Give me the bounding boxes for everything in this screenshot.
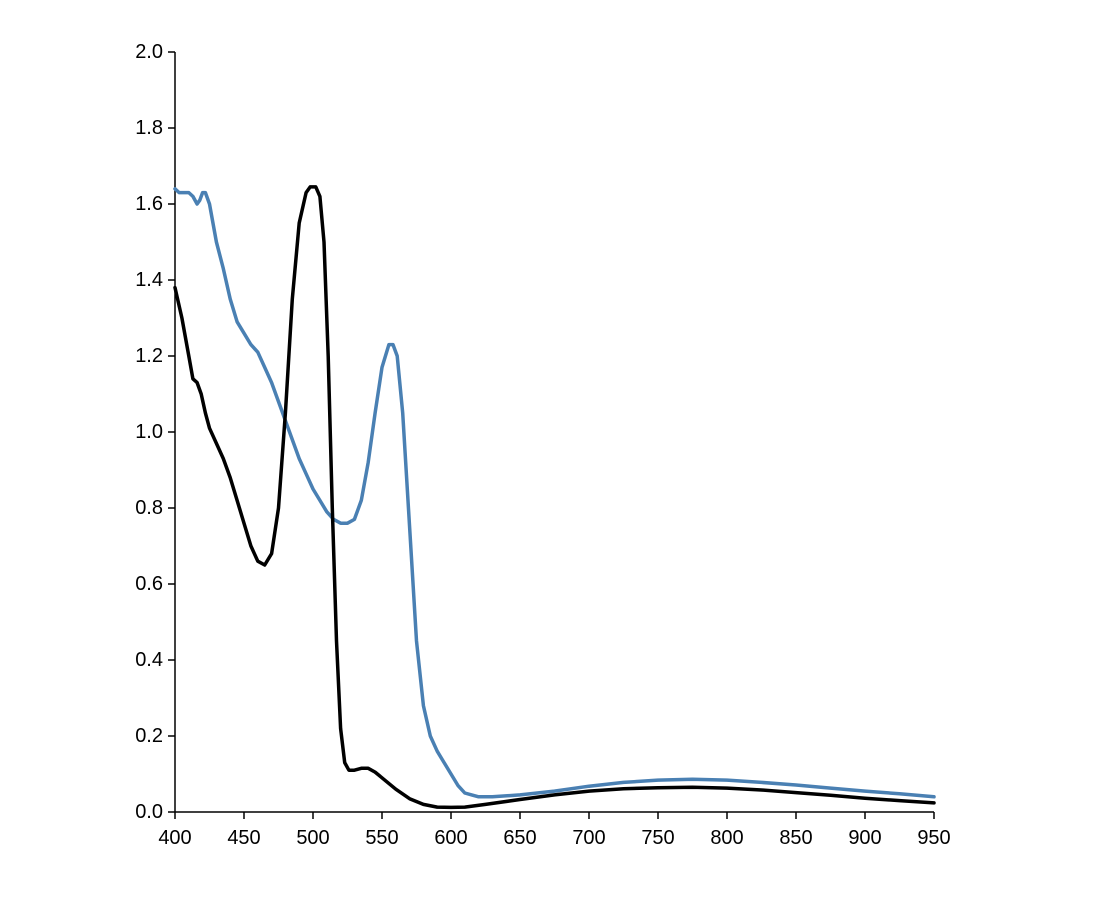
- x-tick-label: 650: [503, 827, 536, 849]
- y-tick-label: 1.8: [135, 117, 163, 139]
- y-tick-label: 1.6: [135, 193, 163, 215]
- y-tick-label: 0.6: [135, 573, 163, 595]
- y-tick-label: 0.0: [135, 801, 163, 823]
- x-tick-label: 750: [641, 827, 674, 849]
- x-tick-label: 700: [572, 827, 605, 849]
- series-layer: [173, 185, 936, 810]
- x-tick-label: 800: [710, 827, 743, 849]
- x-tick-label: 550: [365, 827, 398, 849]
- y-tick-label: 1.0: [135, 421, 163, 443]
- y-tick-label: 2.0: [135, 41, 163, 63]
- y-tick-label: 0.2: [135, 725, 163, 747]
- y-tick-label: 1.4: [135, 269, 163, 291]
- y-axis: 0.0 0.2 0.4 0.6 0.8 1.0 1.2 1.4 1.6 1.8 2.0: [135, 41, 176, 823]
- x-tick-label: 450: [227, 827, 260, 849]
- x-tick-label: 500: [296, 827, 329, 849]
- series-line-1: [173, 187, 936, 799]
- x-tick-label: 400: [158, 827, 191, 849]
- y-tick-label: 0.8: [135, 497, 163, 519]
- series-line-2: [173, 185, 936, 810]
- x-tick-label: 850: [779, 827, 812, 849]
- x-tick-label: 900: [848, 827, 881, 849]
- x-axis: 400 450 500 550 600 650 700 750 800 850 900 950: [158, 811, 951, 849]
- x-tick-label: 950: [917, 827, 950, 849]
- y-tick-label: 0.4: [135, 649, 163, 671]
- x-tick-label: 600: [434, 827, 467, 849]
- y-tick-label: 1.2: [135, 345, 163, 367]
